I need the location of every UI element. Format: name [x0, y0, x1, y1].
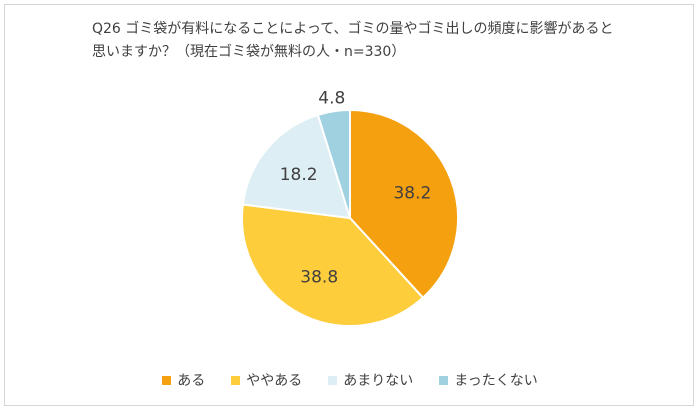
- legend-label-mattaku-nai: まったくない: [454, 373, 538, 389]
- legend-item-aru: ある: [162, 370, 205, 390]
- legend-item-yaya-aru: ややある: [231, 370, 302, 390]
- pie-slice-amari-nai: [241, 113, 352, 220]
- legend-item-amari-nai: あまりない: [328, 370, 413, 390]
- chart-frame: [4, 4, 694, 406]
- legend-item-mattaku-nai: まったくない: [439, 370, 538, 390]
- pie-slice-mattaku-nai: [316, 108, 351, 219]
- legend-swatch-aru: [162, 375, 172, 385]
- legend-swatch-amari-nai: [328, 375, 338, 385]
- legend-label-aru: ある: [177, 373, 206, 389]
- pie-slice-yaya-aru: [241, 203, 425, 327]
- data-label-yaya-aru: 38.8: [300, 267, 338, 287]
- data-label-amari-nai: 18.2: [280, 165, 318, 185]
- legend-swatch-yaya-aru: [231, 375, 241, 385]
- data-label-mattaku-nai: 4.8: [318, 88, 345, 108]
- pie-labels: 38.2 38.8 18.2 4.8: [280, 88, 432, 287]
- data-label-aru: 38.2: [393, 184, 431, 204]
- chart-title: Q26 ゴミ袋が有料になることによって、ゴミの量やゴミ出しの頻度に影響があると思…: [92, 21, 614, 60]
- legend-label-yaya-aru: ややある: [246, 373, 303, 389]
- legend-label-amari-nai: あまりない: [343, 373, 414, 389]
- legend-swatch-mattaku-nai: [439, 375, 449, 385]
- pie-slice-aru: [349, 108, 459, 300]
- pie-slices: [241, 108, 459, 327]
- legend: ある ややある あまりない まったくない: [0, 370, 700, 390]
